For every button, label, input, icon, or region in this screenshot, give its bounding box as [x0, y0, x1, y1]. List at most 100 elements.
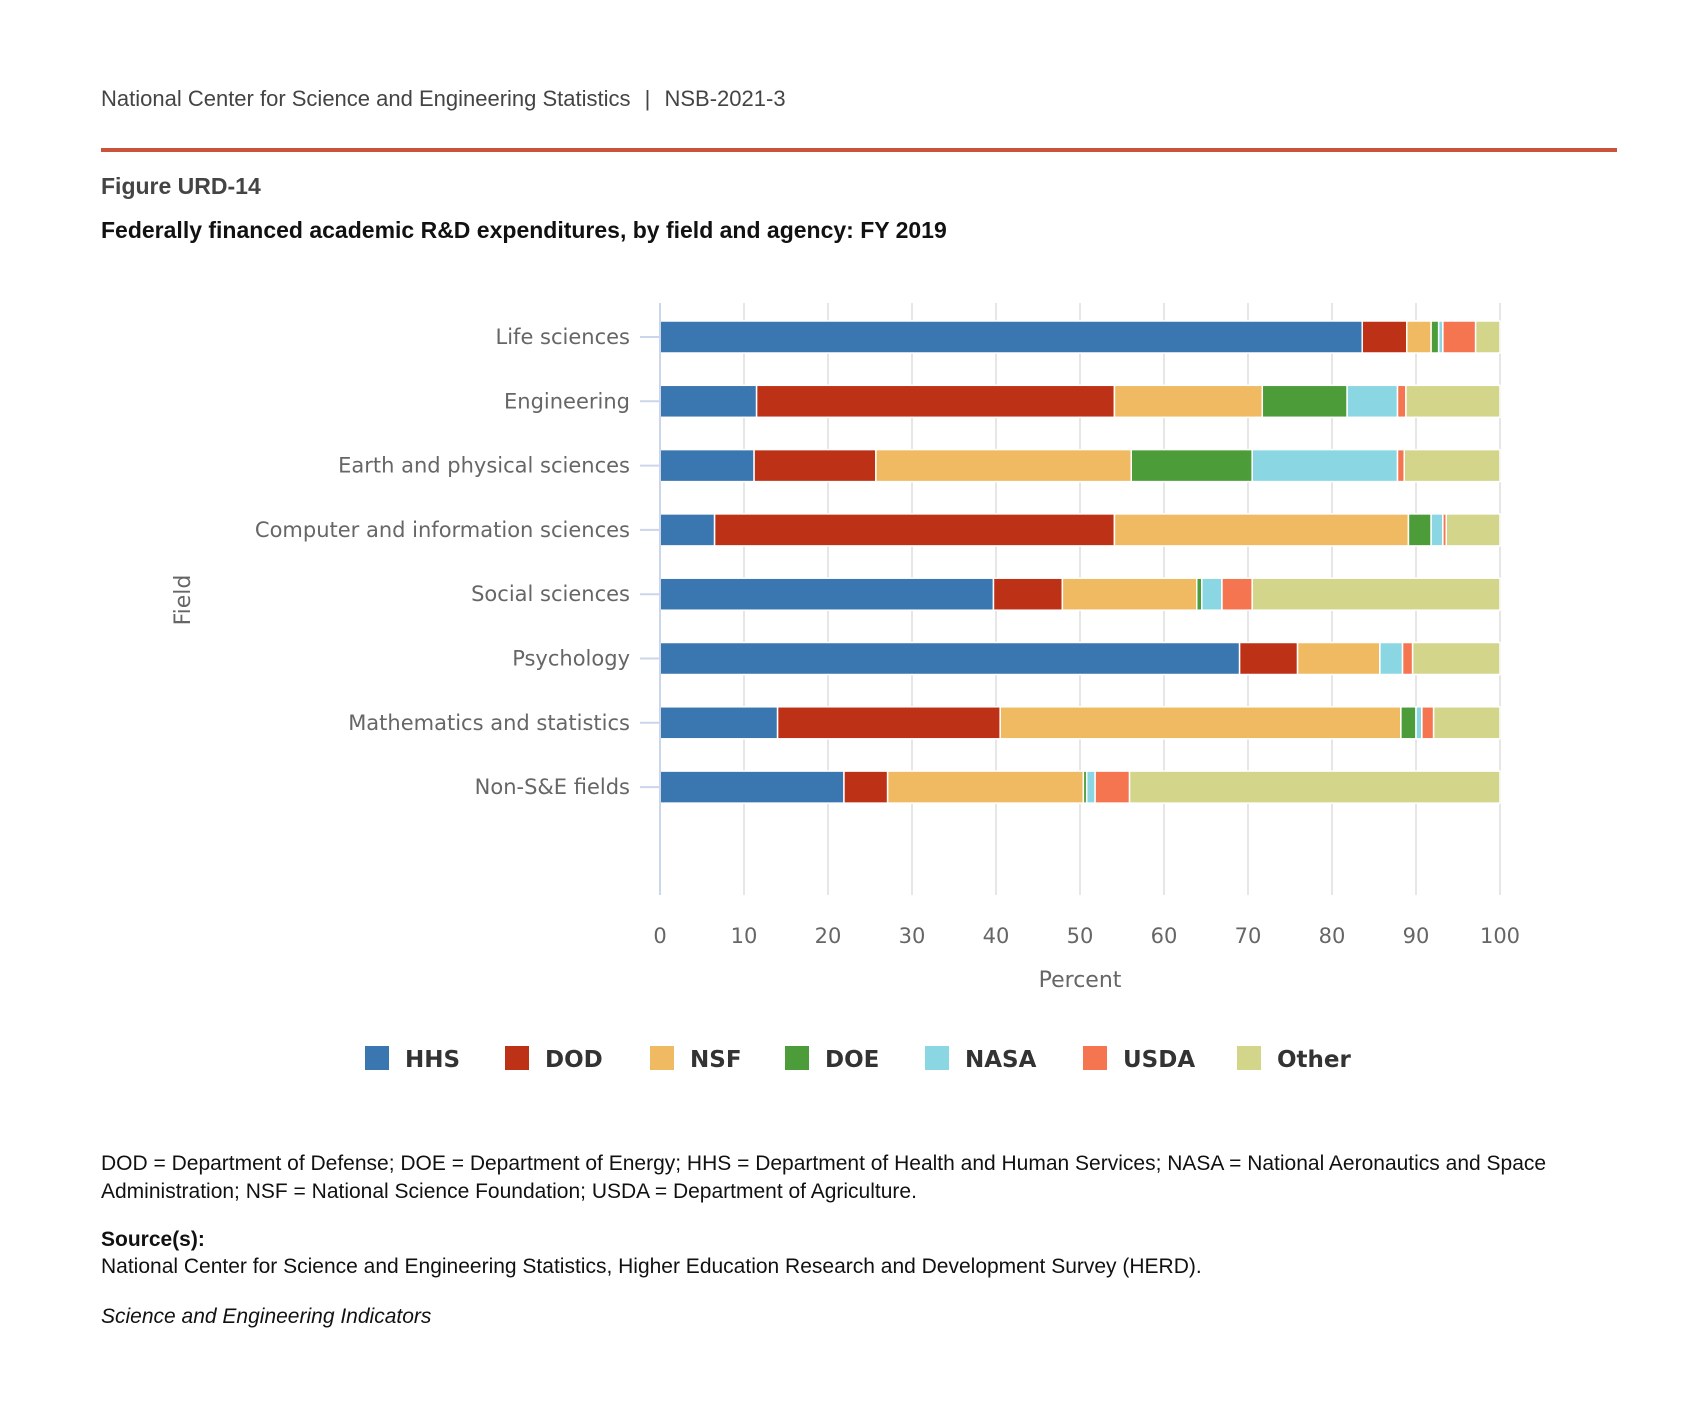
bar-segment-other[interactable] [1445, 513, 1501, 547]
bar-segment-nsf[interactable] [1113, 513, 1410, 547]
bar-segment-nasa[interactable] [1415, 706, 1423, 740]
bar-segment-hhs[interactable] [659, 706, 779, 740]
bar-segment-nsf[interactable] [999, 706, 1402, 740]
bar-segment-nasa[interactable] [1346, 384, 1399, 419]
legend-swatch-usda [1083, 1046, 1107, 1070]
x-tick-label: 60 [1151, 924, 1178, 948]
y-tick-label: Psychology [512, 647, 630, 671]
source-label: Source(s): [101, 1228, 205, 1251]
bar-segment-doe[interactable] [1407, 513, 1432, 547]
bar-segment-hhs[interactable] [659, 448, 755, 483]
bars [659, 320, 1501, 804]
x-axis: 0 10 20 30 40 50 60 70 80 90 100 [653, 924, 1520, 948]
x-tick-label: 100 [1480, 924, 1520, 948]
bar-segment-other[interactable] [1128, 770, 1501, 804]
bar-segment-nasa[interactable] [1430, 513, 1444, 547]
bar-segment-usda[interactable] [1221, 577, 1253, 611]
bar-segment-hhs[interactable] [659, 320, 1363, 354]
bar-segment-doe[interactable] [1430, 320, 1440, 354]
legend-item-nasa[interactable]: NASA [965, 1047, 1037, 1073]
y-axis-title: Field [171, 575, 196, 626]
bar-segment-doe[interactable] [1196, 577, 1203, 611]
bar-segment-doe[interactable] [1130, 448, 1253, 483]
legend-swatch-nasa [925, 1046, 949, 1070]
x-axis-title: Percent [1039, 968, 1122, 993]
bar-segment-other[interactable] [1405, 384, 1501, 419]
legend-item-doe[interactable]: DOE [825, 1047, 879, 1073]
legend: HHS DOD NSF DOE NASA USDA Other [365, 1046, 1352, 1073]
bar-segment-nsf[interactable] [1296, 641, 1381, 676]
bar-segment-hhs[interactable] [659, 384, 758, 419]
y-tick-label: Social sciences [471, 582, 630, 606]
bar-segment-nasa[interactable] [1379, 641, 1404, 676]
bar-segment-dod[interactable] [755, 384, 1116, 419]
bar-segment-usda[interactable] [1442, 320, 1477, 354]
figure-title: Federally financed academic R&D expendit… [101, 217, 947, 243]
bar-segment-nsf[interactable] [1061, 577, 1198, 611]
bar-segment-other[interactable] [1251, 577, 1501, 611]
x-tick-label: 0 [653, 924, 666, 948]
bar-segment-doe[interactable] [1400, 706, 1417, 740]
bar-segment-dod[interactable] [753, 448, 877, 483]
y-tick-label: Non-S&E fields [475, 775, 630, 799]
y-tick-label: Computer and information sciences [255, 518, 630, 542]
report-id: NSB-2021-3 [664, 86, 786, 111]
bar-segment-doe[interactable] [1261, 384, 1348, 419]
bar-segment-nsf[interactable] [1113, 384, 1264, 419]
bar-segment-other[interactable] [1411, 641, 1501, 676]
bar-segment-hhs[interactable] [659, 513, 716, 547]
x-tick-label: 50 [1067, 924, 1094, 948]
legend-item-hhs[interactable]: HHS [405, 1047, 460, 1073]
bar-segment-nsf[interactable] [875, 448, 1132, 483]
y-tick-label: Mathematics and statistics [348, 711, 630, 735]
bar-segment-usda[interactable] [1396, 384, 1407, 419]
bar-segment-hhs[interactable] [659, 577, 995, 611]
legend-item-nsf[interactable]: NSF [690, 1047, 742, 1073]
report-header: National Center for Science and Engineer… [101, 86, 786, 112]
bar-segment-dod[interactable] [1361, 320, 1408, 354]
bar-segment-other[interactable] [1403, 448, 1501, 483]
x-tick-label: 40 [983, 924, 1010, 948]
bar-segment-dod[interactable] [713, 513, 1116, 547]
publication-name: Science and Engineering Indicators [101, 1305, 432, 1328]
y-tick-label: Earth and physical sciences [338, 454, 630, 478]
bar-segment-nasa[interactable] [1251, 448, 1399, 483]
bar-segment-nsf[interactable] [886, 770, 1085, 804]
bar-segment-usda[interactable] [1421, 706, 1435, 740]
x-tick-label: 20 [815, 924, 842, 948]
bar-segment-other[interactable] [1432, 706, 1501, 740]
bar-segment-usda[interactable] [1401, 641, 1414, 676]
bar-segment-dod[interactable] [992, 577, 1064, 611]
bar-segment-usda[interactable] [1094, 770, 1131, 804]
bar-segment-hhs[interactable] [659, 641, 1241, 676]
legend-swatch-nsf [650, 1046, 674, 1070]
x-tick-label: 70 [1235, 924, 1262, 948]
bar-segment-dod[interactable] [776, 706, 1001, 740]
header-divider [101, 148, 1617, 152]
stacked-bar-chart: Life sciences Engineering Earth and physic… [171, 303, 1520, 1073]
source-text: National Center for Science and Engineer… [101, 1255, 1202, 1278]
bar-segment-nasa[interactable] [1201, 577, 1223, 611]
legend-swatch-hhs [365, 1046, 389, 1070]
bar-segment-dod[interactable] [1238, 641, 1299, 676]
bar-segment-dod[interactable] [843, 770, 889, 804]
y-tick-label: Engineering [504, 389, 630, 413]
abbreviation-notes: DOD = Department of Defense; DOE = Depar… [101, 1152, 1547, 1203]
legend-swatch-doe [785, 1046, 809, 1070]
bar-segment-usda[interactable] [1396, 448, 1405, 483]
y-tick-label: Life sciences [496, 325, 630, 349]
legend-swatch-other [1237, 1046, 1261, 1070]
figure-label: Figure URD-14 [101, 173, 261, 199]
bar-segment-nasa[interactable] [1085, 770, 1096, 804]
y-axis: Life sciences Engineering Earth and physic… [255, 303, 661, 895]
legend-item-other[interactable]: Other [1277, 1047, 1352, 1073]
org-name: National Center for Science and Engineer… [101, 86, 631, 111]
x-tick-label: 90 [1403, 924, 1430, 948]
bar-segment-other[interactable] [1474, 320, 1501, 354]
header-separator: | [644, 86, 651, 111]
bar-segment-nsf[interactable] [1406, 320, 1432, 354]
bar-segment-hhs[interactable] [659, 770, 845, 804]
legend-item-dod[interactable]: DOD [545, 1047, 603, 1073]
legend-item-usda[interactable]: USDA [1123, 1047, 1195, 1073]
x-tick-label: 10 [731, 924, 758, 948]
